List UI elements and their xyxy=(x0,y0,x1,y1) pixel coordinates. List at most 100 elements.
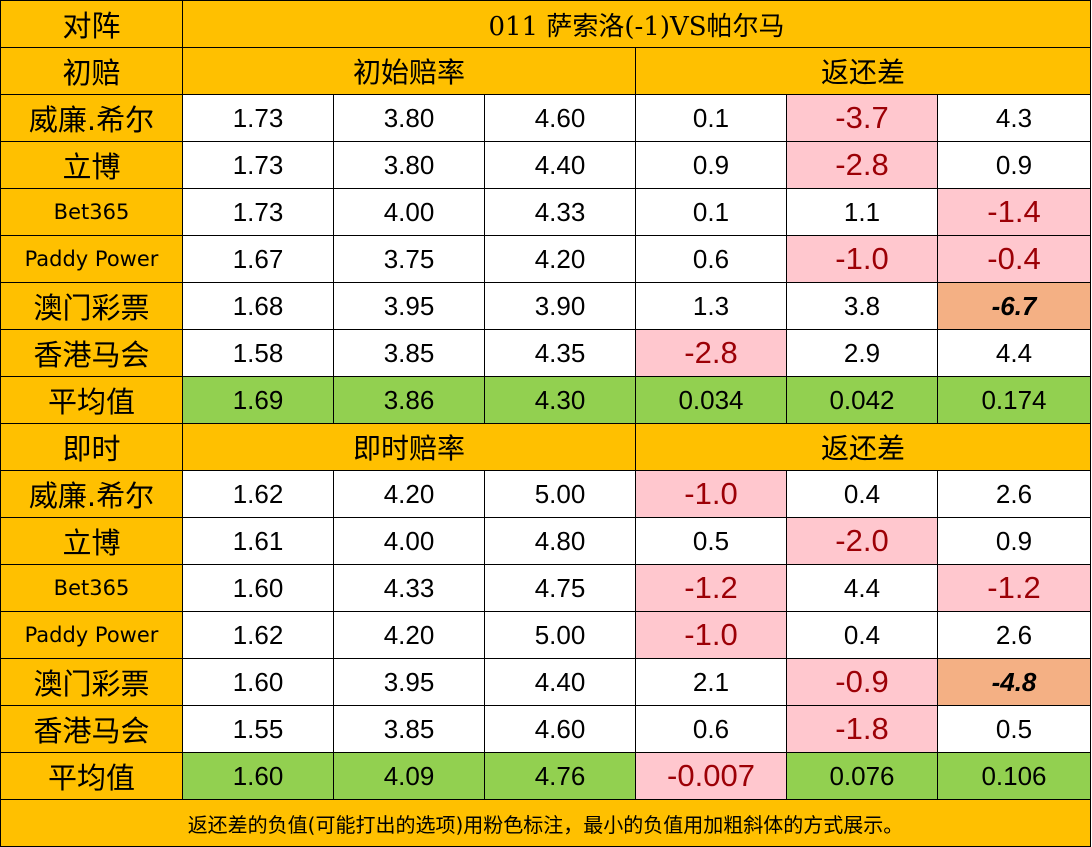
diff-cell: 2.1 xyxy=(635,658,787,706)
diff-cell-min-negative: -6.7 xyxy=(937,282,1091,330)
table-row: 澳门彩票 1.68 3.95 3.90 1.3 3.8 -6.7 xyxy=(0,282,1091,330)
bookmaker-name: 澳门彩票 xyxy=(0,658,183,706)
odds-cell: 4.00 xyxy=(333,517,485,565)
diff-cell: 0.9 xyxy=(937,141,1091,189)
odds-cell: 3.85 xyxy=(333,329,485,377)
bookmaker-name: 立博 xyxy=(0,141,183,189)
average-row: 平均值 1.69 3.86 4.30 0.034 0.042 0.174 xyxy=(0,376,1091,424)
average-cell: 0.106 xyxy=(937,752,1091,800)
average-cell: 4.30 xyxy=(484,376,636,424)
match-title: 011 萨索洛(-1)VS帕尔马 xyxy=(182,0,1091,48)
diff-cell-negative: -1.2 xyxy=(937,564,1091,612)
odds-cell: 1.73 xyxy=(182,141,334,189)
odds-cell: 3.80 xyxy=(333,94,485,142)
odds-cell: 1.62 xyxy=(182,470,334,518)
diff-cell-negative: -1.0 xyxy=(635,611,787,659)
odds-cell: 4.00 xyxy=(333,188,485,236)
table-row: Bet365 1.73 4.00 4.33 0.1 1.1 -1.4 xyxy=(0,188,1091,236)
odds-cell: 1.73 xyxy=(182,94,334,142)
odds-cell: 4.75 xyxy=(484,564,636,612)
odds-cell: 4.20 xyxy=(333,611,485,659)
diff-cell: 0.1 xyxy=(635,94,787,142)
bookmaker-name: 香港马会 xyxy=(0,329,183,377)
diff-cell-negative: -1.0 xyxy=(635,470,787,518)
average-cell-negative: -0.007 xyxy=(635,752,787,800)
diff-cell: 0.4 xyxy=(786,611,938,659)
footnote-row: 返还差的负值(可能打出的选项)用粉色标注，最小的负值用加粗斜体的方式展示。 xyxy=(0,799,1091,847)
diff-cell-negative: -1.8 xyxy=(786,705,938,753)
odds-cell: 3.85 xyxy=(333,705,485,753)
table-row: 立博 1.73 3.80 4.40 0.9 -2.8 0.9 xyxy=(0,141,1091,189)
diff-cell: 4.4 xyxy=(937,329,1091,377)
odds-cell: 5.00 xyxy=(484,470,636,518)
diff-cell-negative: -1.2 xyxy=(635,564,787,612)
diff-cell-negative: -1.4 xyxy=(937,188,1091,236)
odds-cell: 4.20 xyxy=(333,470,485,518)
diff-cell: 0.5 xyxy=(937,705,1091,753)
diff-cell: 1.3 xyxy=(635,282,787,330)
odds-cell: 4.35 xyxy=(484,329,636,377)
diff-cell: 0.6 xyxy=(635,705,787,753)
table-row: 威廉.希尔 1.73 3.80 4.60 0.1 -3.7 4.3 xyxy=(0,94,1091,142)
diff-cell: 2.6 xyxy=(937,470,1091,518)
bookmaker-name: 立博 xyxy=(0,517,183,565)
bookmaker-name: 威廉.希尔 xyxy=(0,470,183,518)
footnote: 返还差的负值(可能打出的选项)用粉色标注，最小的负值用加粗斜体的方式展示。 xyxy=(0,799,1091,847)
live-odds-header: 即时赔率 xyxy=(182,423,636,471)
average-cell: 1.60 xyxy=(182,752,334,800)
odds-cell: 1.58 xyxy=(182,329,334,377)
average-label: 平均值 xyxy=(0,376,183,424)
odds-cell: 4.80 xyxy=(484,517,636,565)
odds-cell: 1.67 xyxy=(182,235,334,283)
odds-cell: 1.68 xyxy=(182,282,334,330)
diff-cell: 2.6 xyxy=(937,611,1091,659)
live-diff-header: 返还差 xyxy=(635,423,1091,471)
average-label: 平均值 xyxy=(0,752,183,800)
table-row: 澳门彩票 1.60 3.95 4.40 2.1 -0.9 -4.8 xyxy=(0,658,1091,706)
bookmaker-name: 香港马会 xyxy=(0,705,183,753)
diff-cell: 3.8 xyxy=(786,282,938,330)
odds-cell: 1.60 xyxy=(182,658,334,706)
bookmaker-name: 澳门彩票 xyxy=(0,282,183,330)
odds-cell: 3.95 xyxy=(333,282,485,330)
average-cell: 3.86 xyxy=(333,376,485,424)
diff-cell: 0.4 xyxy=(786,470,938,518)
diff-cell-negative: -1.0 xyxy=(786,235,938,283)
live-label: 即时 xyxy=(0,423,183,471)
odds-cell: 4.60 xyxy=(484,705,636,753)
odds-cell: 4.60 xyxy=(484,94,636,142)
average-cell: 0.174 xyxy=(937,376,1091,424)
odds-cell: 3.95 xyxy=(333,658,485,706)
diff-cell-min-negative: -4.8 xyxy=(937,658,1091,706)
average-row: 平均值 1.60 4.09 4.76 -0.007 0.076 0.106 xyxy=(0,752,1091,800)
table-row: 香港马会 1.58 3.85 4.35 -2.8 2.9 4.4 xyxy=(0,329,1091,377)
odds-cell: 4.40 xyxy=(484,658,636,706)
diff-cell: 4.3 xyxy=(937,94,1091,142)
diff-cell-negative: -2.8 xyxy=(786,141,938,189)
bookmaker-name: Bet365 xyxy=(0,564,183,612)
diff-cell-negative: -3.7 xyxy=(786,94,938,142)
match-header-row: 对阵 011 萨索洛(-1)VS帕尔马 xyxy=(0,0,1091,48)
odds-cell: 3.90 xyxy=(484,282,636,330)
diff-cell-negative: -2.8 xyxy=(635,329,787,377)
diff-cell: 0.1 xyxy=(635,188,787,236)
average-cell: 0.034 xyxy=(635,376,787,424)
bookmaker-name: 威廉.希尔 xyxy=(0,94,183,142)
odds-cell: 4.20 xyxy=(484,235,636,283)
odds-cell: 4.33 xyxy=(333,564,485,612)
diff-cell: 0.9 xyxy=(635,141,787,189)
average-cell: 4.76 xyxy=(484,752,636,800)
bookmaker-name: Paddy Power xyxy=(0,235,183,283)
average-cell: 4.09 xyxy=(333,752,485,800)
average-cell: 0.042 xyxy=(786,376,938,424)
odds-cell: 4.33 xyxy=(484,188,636,236)
bookmaker-name: Paddy Power xyxy=(0,611,183,659)
matchup-label: 对阵 xyxy=(0,0,183,48)
diff-cell: 0.5 xyxy=(635,517,787,565)
diff-cell-negative: -2.0 xyxy=(786,517,938,565)
diff-cell: 1.1 xyxy=(786,188,938,236)
diff-cell: 4.4 xyxy=(786,564,938,612)
table-row: 立博 1.61 4.00 4.80 0.5 -2.0 0.9 xyxy=(0,517,1091,565)
table-row: 威廉.希尔 1.62 4.20 5.00 -1.0 0.4 2.6 xyxy=(0,470,1091,518)
